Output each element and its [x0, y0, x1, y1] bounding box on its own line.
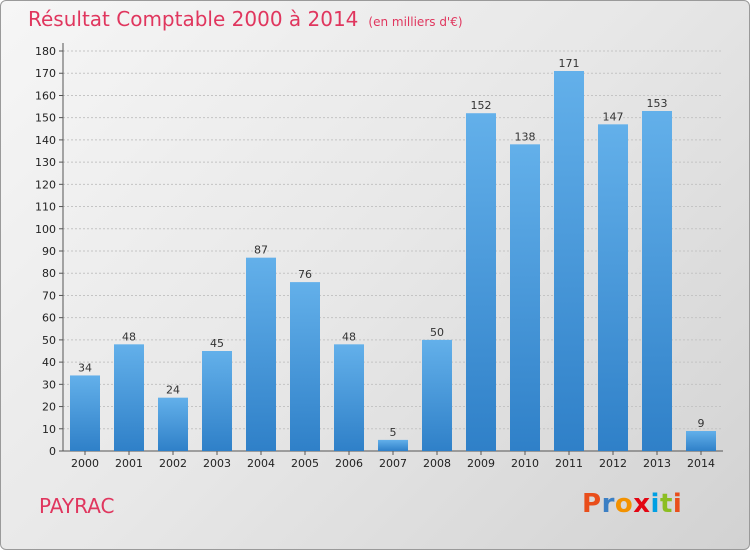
- commune-name: PAYRAC: [39, 494, 115, 518]
- y-tick-label: 0: [49, 445, 56, 458]
- x-tick-label-2010: 2010: [511, 457, 539, 470]
- bar-2001: [114, 344, 144, 451]
- y-tick-label: 70: [42, 289, 56, 302]
- value-label-2008: 50: [430, 326, 444, 339]
- axes: 0 10 20 30 40 50 60 70 80 90 100 110 120 130 140 150 160…: [35, 43, 723, 458]
- logo-letter: i: [672, 489, 683, 519]
- y-tick-label: 150: [35, 112, 56, 125]
- bar-2004: [246, 257, 276, 451]
- labels: 34 2000 48 2001 24 2002 45 2003 87 2004 76 2005 48 20…: [71, 57, 715, 470]
- logo-letter: o: [614, 489, 634, 519]
- y-tick-label: 110: [35, 201, 56, 214]
- y-tick-label: 130: [35, 156, 56, 169]
- value-label-2001: 48: [122, 330, 136, 343]
- value-label-2013: 153: [647, 97, 668, 110]
- y-tick-label: 40: [42, 356, 56, 369]
- y-tick-label: 60: [42, 312, 56, 325]
- proxiti-logo: Proxiti: [582, 489, 682, 519]
- x-tick-label-2001: 2001: [115, 457, 143, 470]
- value-label-2006: 48: [342, 330, 356, 343]
- bar-2011: [554, 71, 584, 451]
- y-tick-label: 80: [42, 267, 56, 280]
- bar-2005: [290, 282, 320, 451]
- bar-2000: [70, 375, 100, 451]
- x-tick-label-2004: 2004: [247, 457, 275, 470]
- bar-2012: [598, 124, 628, 451]
- x-tick-label-2013: 2013: [643, 457, 671, 470]
- y-tick-label: 120: [35, 178, 56, 191]
- y-tick-label: 10: [42, 423, 56, 436]
- logo-letter: P: [582, 489, 602, 519]
- value-label-2002: 24: [166, 384, 180, 397]
- value-label-2011: 171: [559, 57, 580, 70]
- value-label-2014: 9: [698, 417, 705, 430]
- x-tick-label-2002: 2002: [159, 457, 187, 470]
- bars: [70, 71, 716, 452]
- value-label-2004: 87: [254, 244, 268, 257]
- y-tick-label: 160: [35, 89, 56, 102]
- value-label-2003: 45: [210, 337, 224, 350]
- y-tick-label: 50: [42, 334, 56, 347]
- logo-letter: x: [633, 489, 651, 519]
- chart-title-text: Résultat Comptable 2000 à 2014: [28, 7, 359, 31]
- x-tick-label-2006: 2006: [335, 457, 363, 470]
- y-tick-label: 170: [35, 67, 56, 80]
- bar-2008: [422, 339, 452, 451]
- value-label-2007: 5: [390, 426, 397, 439]
- bar-2006: [334, 344, 364, 451]
- y-tick-label: 20: [42, 401, 56, 414]
- y-tick-label: 90: [42, 245, 56, 258]
- value-label-2005: 76: [298, 268, 312, 281]
- logo-letter: t: [659, 489, 673, 519]
- bar-2003: [202, 351, 232, 451]
- x-tick-label-2011: 2011: [555, 457, 583, 470]
- value-label-2010: 138: [515, 130, 536, 143]
- x-tick-label-2007: 2007: [379, 457, 407, 470]
- x-tick-label-2000: 2000: [71, 457, 99, 470]
- bar-2014: [686, 431, 716, 451]
- y-tick-label: 140: [35, 134, 56, 147]
- bar-2002: [158, 397, 188, 451]
- value-label-2000: 34: [78, 361, 92, 374]
- x-tick-label-2008: 2008: [423, 457, 451, 470]
- logo-letter: r: [601, 489, 615, 519]
- value-label-2012: 147: [603, 110, 624, 123]
- value-label-2009: 152: [471, 99, 492, 112]
- x-tick-label-2003: 2003: [203, 457, 231, 470]
- x-tick-label-2009: 2009: [467, 457, 495, 470]
- bar-2013: [642, 111, 672, 451]
- bar-2009: [466, 113, 496, 451]
- y-tick-label: 180: [35, 45, 56, 58]
- logo-letter: i: [650, 489, 660, 519]
- x-tick-label-2005: 2005: [291, 457, 319, 470]
- bar-2007: [378, 439, 408, 451]
- bar-2010: [510, 144, 540, 452]
- y-tick-label: 30: [42, 378, 56, 391]
- y-tick-label: 100: [35, 223, 56, 236]
- x-tick-label-2014: 2014: [687, 457, 715, 470]
- x-tick-label-2012: 2012: [599, 457, 627, 470]
- chart-title: Résultat Comptable 2000 à 2014 (en millie…: [28, 7, 463, 31]
- chart-subtitle: (en milliers d'€): [368, 15, 463, 29]
